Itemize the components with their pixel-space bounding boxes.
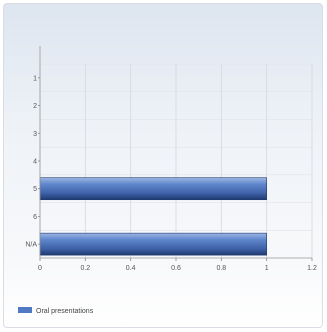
legend: Oral presentations [18,307,94,315]
x-tick-label: 0 [38,265,42,272]
legend-label: Oral presentations [36,308,94,315]
x-tick-labels: 0 0.2 0.4 0.6 0.8 1 1.2 [38,265,317,272]
x-tick-label: 1.2 [307,265,317,272]
bars [39,177,267,256]
x-tick-label: 0.4 [126,265,136,272]
y-tick-label: 5 [33,186,37,193]
bar [39,232,267,256]
y-tick-label: 1 [33,75,37,82]
y-tick-label: 2 [33,103,37,110]
y-tick-label: 4 [33,159,37,166]
x-tick-label: 0.2 [80,265,90,272]
axes [38,46,313,261]
y-tick-label: 6 [33,214,37,221]
legend-swatch [18,307,32,313]
x-tick-label: 0.6 [171,265,181,272]
bar [39,177,267,201]
grid-lines [39,63,313,259]
y-tick-label: 3 [33,131,37,138]
y-tick-labels: 1 2 3 4 5 6 N/A [25,75,37,248]
x-tick-label: 0.8 [216,265,226,272]
y-tick-label: N/A [25,242,37,249]
chart-panel [3,3,323,328]
x-tick-label: 1 [265,265,269,272]
